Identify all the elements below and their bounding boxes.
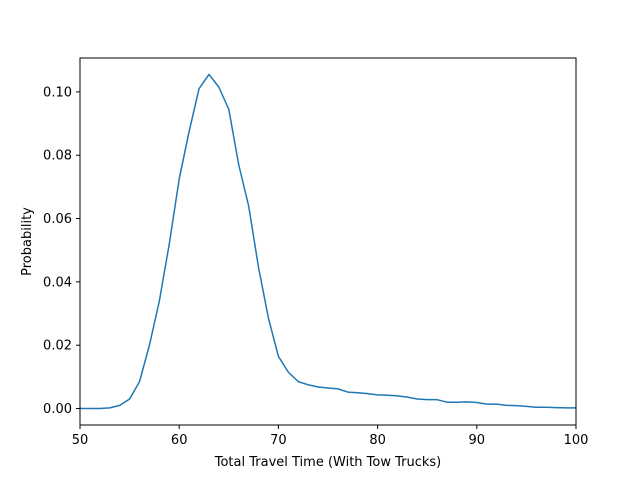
x-tick-label: 70 <box>270 433 287 448</box>
x-tick-label: 50 <box>72 433 89 448</box>
y-tick-label: 0.00 <box>43 402 72 417</box>
series-line-0 <box>80 73 576 410</box>
y-tick-label: 0.04 <box>43 275 72 290</box>
x-tick-label: 80 <box>369 433 386 448</box>
x-tick-label: 90 <box>469 433 486 448</box>
y-tick-label: 0.10 <box>43 85 72 100</box>
plot-area <box>80 73 576 410</box>
y-axis: 0.00 0.02 0.04 0.06 0.08 0.10 <box>43 85 80 417</box>
y-tick-label: 0.08 <box>43 149 72 164</box>
x-axis: 50 60 70 80 90 100 <box>72 425 589 448</box>
x-axis-label: Total Travel Time (With Tow Trucks) <box>214 455 442 470</box>
y-axis-label: Probability <box>20 207 35 276</box>
x-tick-label: 100 <box>564 433 589 448</box>
y-tick-label: 0.06 <box>43 212 72 227</box>
x-tick-label: 60 <box>171 433 188 448</box>
plot-frame <box>79 57 577 426</box>
y-tick-label: 0.02 <box>43 339 72 354</box>
